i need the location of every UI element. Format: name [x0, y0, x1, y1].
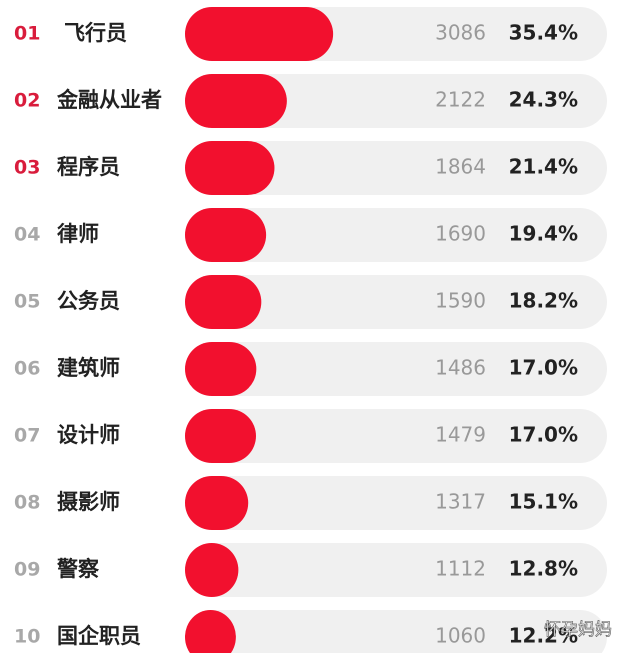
rank-label: 01 — [14, 23, 40, 45]
rank-label: 08 — [14, 492, 40, 514]
bar-track — [185, 208, 607, 262]
share-label: 12.2% — [509, 624, 578, 648]
rank-label: 03 — [14, 157, 40, 179]
bar — [185, 409, 256, 463]
category-label: 金融从业者 — [56, 88, 162, 112]
bar-track — [185, 141, 607, 195]
share-label: 17.0% — [509, 423, 578, 447]
bar — [185, 74, 287, 128]
bar — [185, 141, 275, 195]
share-label: 19.4% — [509, 222, 578, 246]
rank-label: 06 — [14, 358, 40, 380]
rank-label: 10 — [14, 626, 40, 648]
bar — [185, 543, 239, 597]
category-label: 建筑师 — [57, 356, 120, 380]
watermark: 怀孕妈妈 — [544, 620, 612, 640]
bar-track — [185, 543, 607, 597]
count-label: 1864 — [435, 155, 486, 179]
count-label: 1112 — [435, 557, 486, 581]
share-label: 24.3% — [509, 88, 578, 112]
count-label: 1479 — [435, 423, 486, 447]
share-label: 18.2% — [509, 289, 578, 313]
share-label: 35.4% — [509, 21, 578, 45]
count-label: 1690 — [435, 222, 486, 246]
bar-track — [185, 409, 607, 463]
rank-label: 04 — [14, 224, 40, 246]
rank-label: 07 — [14, 425, 40, 447]
bar — [185, 7, 334, 61]
bar — [185, 476, 249, 530]
category-label: 国企职员 — [57, 624, 141, 648]
count-label: 1486 — [435, 356, 486, 380]
category-label: 公务员 — [57, 289, 120, 313]
category-label: 摄影师 — [57, 490, 120, 514]
category-label: 程序员 — [57, 155, 120, 179]
bar-track — [185, 476, 607, 530]
bar-track — [185, 275, 607, 329]
category-label: 警察 — [56, 557, 100, 581]
bar — [185, 610, 236, 653]
bar — [185, 342, 257, 396]
rank-label: 05 — [14, 291, 40, 313]
bar-track — [185, 342, 607, 396]
count-label: 3086 — [435, 21, 486, 45]
bar-track — [185, 74, 607, 128]
count-label: 1590 — [435, 289, 486, 313]
count-label: 1060 — [435, 624, 486, 648]
share-label: 21.4% — [509, 155, 578, 179]
rank-label: 02 — [14, 90, 40, 112]
rank-label: 09 — [14, 559, 40, 581]
share-label: 17.0% — [509, 356, 578, 380]
category-label: 设计师 — [57, 423, 120, 447]
share-label: 15.1% — [509, 490, 578, 514]
bar — [185, 208, 267, 262]
category-label: 飞行员 — [64, 21, 127, 45]
bar-track — [185, 610, 607, 653]
count-label: 2122 — [435, 88, 486, 112]
category-label: 律师 — [57, 222, 99, 246]
bar — [185, 275, 262, 329]
share-label: 12.8% — [509, 557, 578, 581]
count-label: 1317 — [435, 490, 486, 514]
